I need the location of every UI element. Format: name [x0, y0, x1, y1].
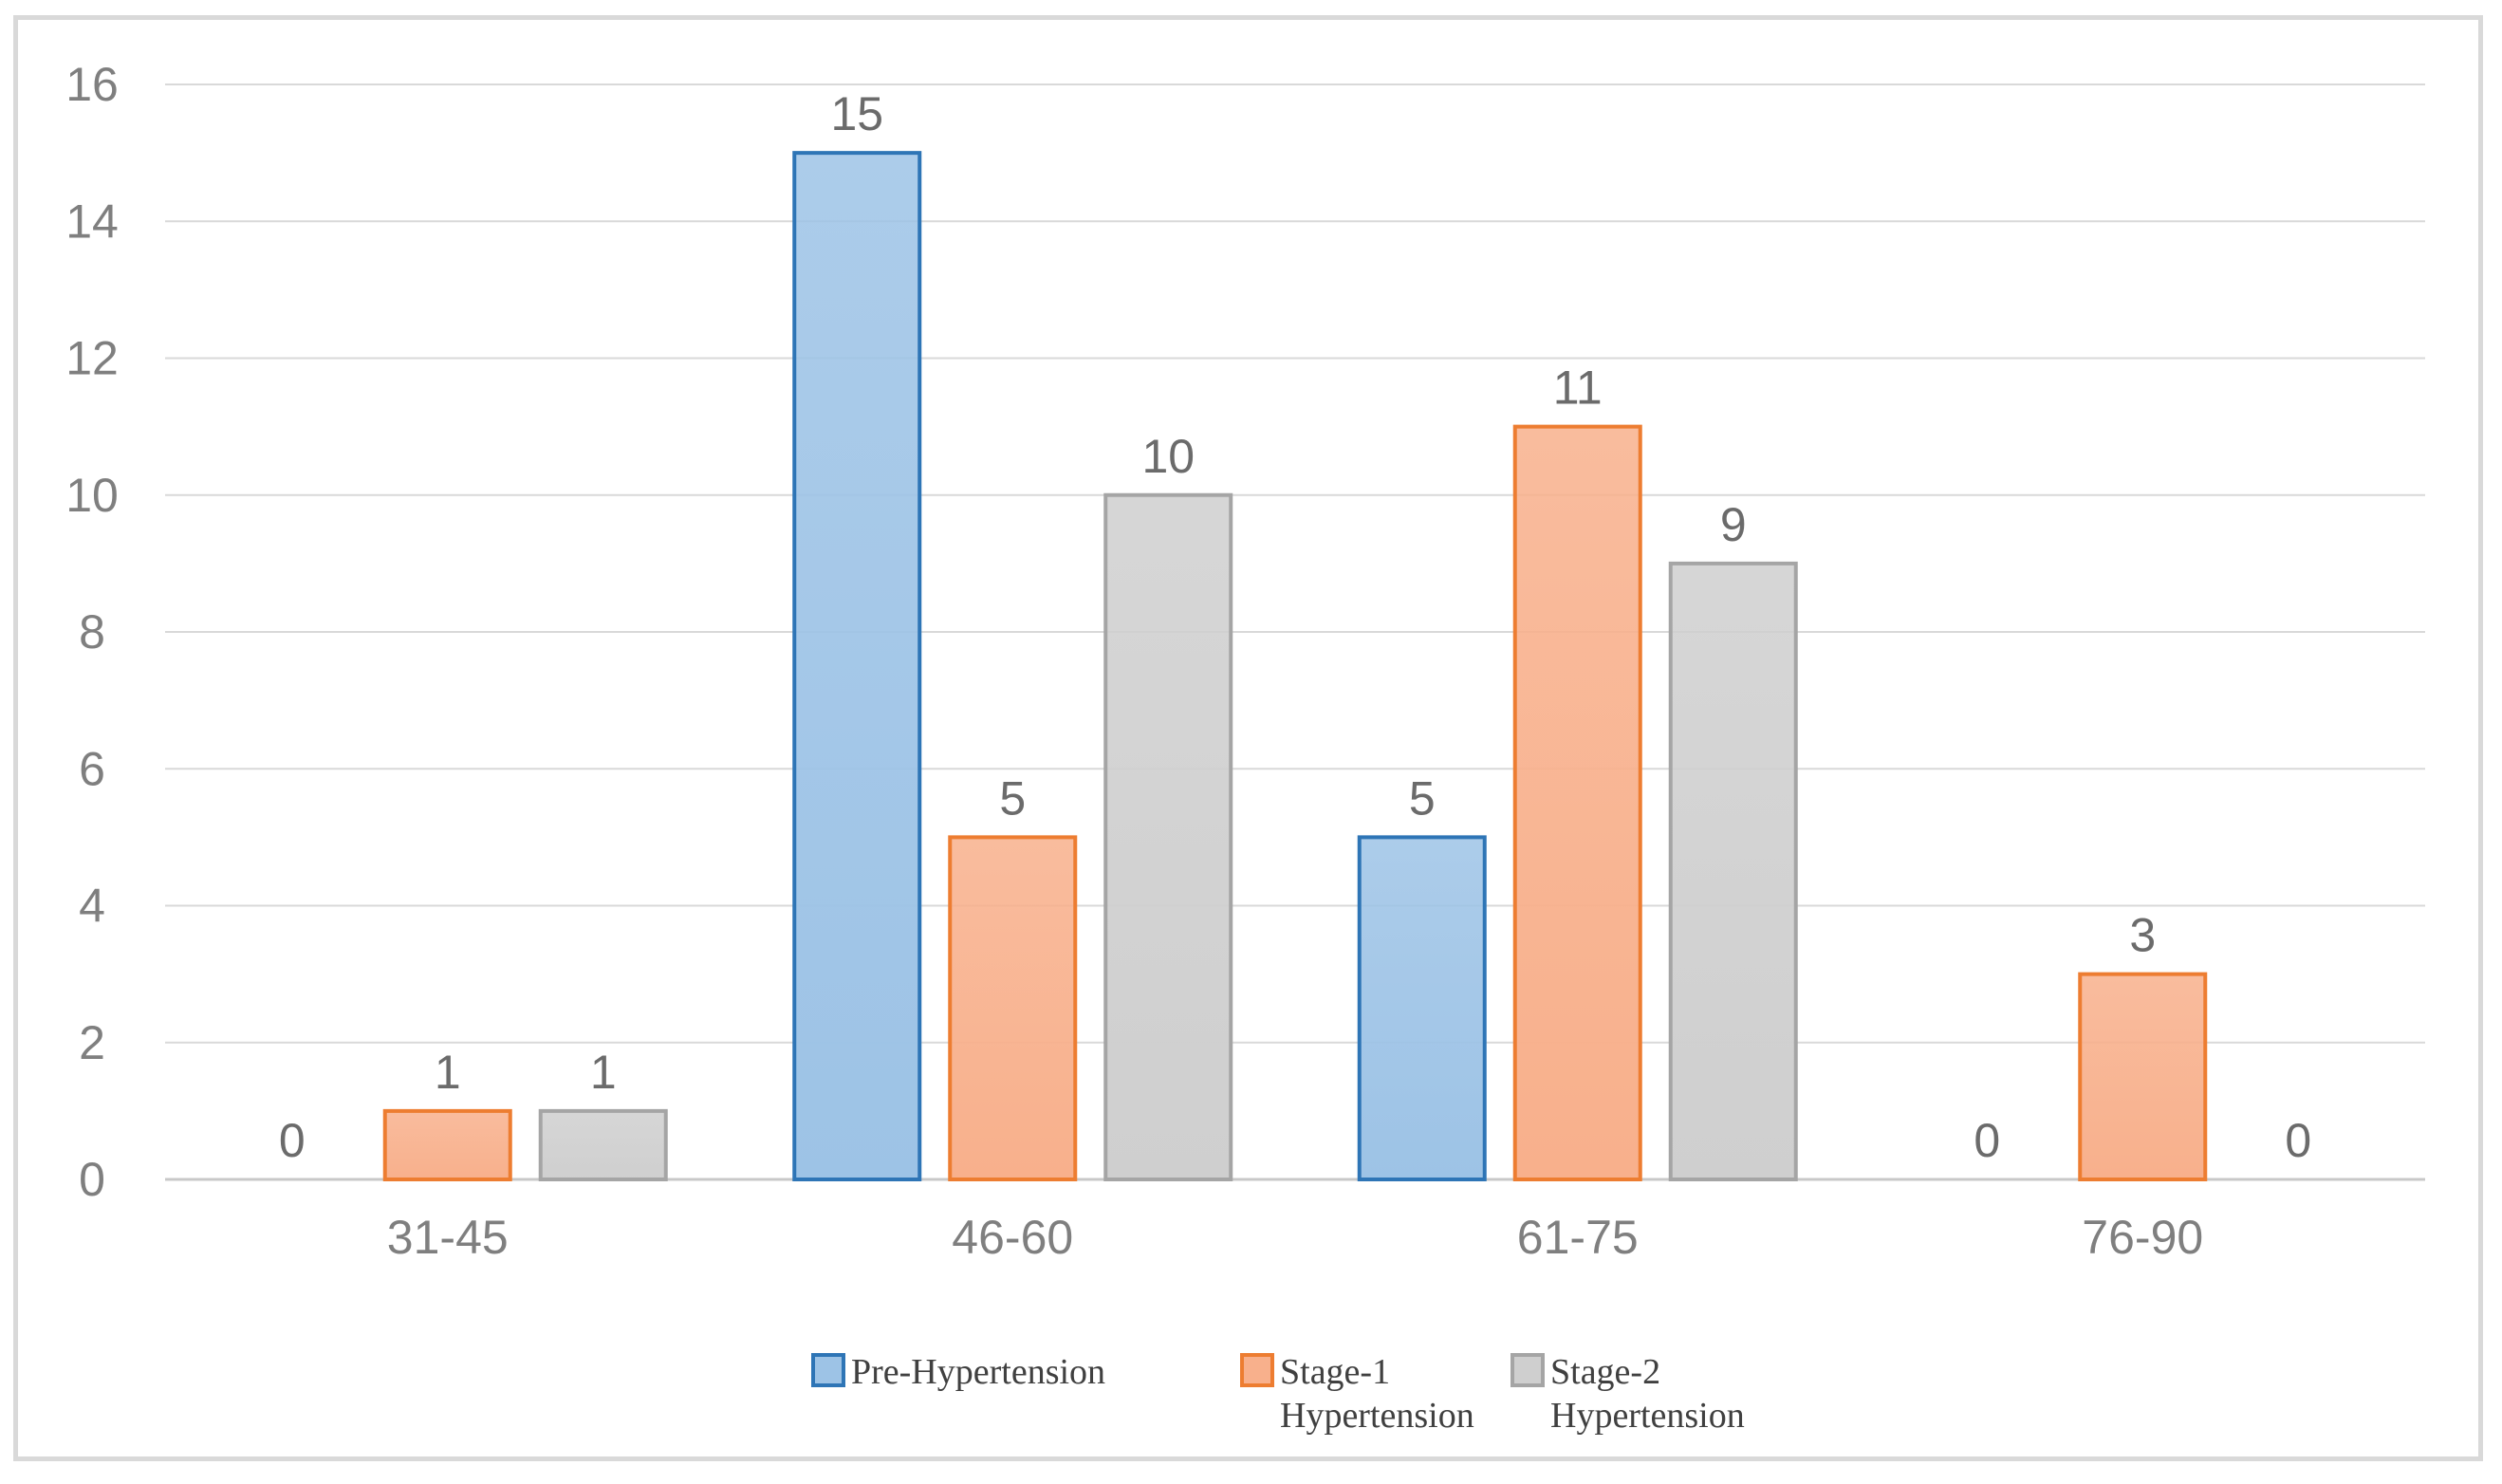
- data-label: 0: [2285, 1114, 2311, 1167]
- data-label: 9: [1720, 498, 1747, 551]
- y-tick-label: 8: [79, 605, 105, 659]
- bars: [382, 151, 2208, 1181]
- y-tick-label: 14: [65, 195, 119, 248]
- x-axis-ticks: 31-45 46-60 61-75 76-90: [387, 1211, 2203, 1264]
- x-tick-label: 61-75: [1517, 1211, 1639, 1264]
- y-tick-label: 6: [79, 742, 105, 795]
- legend: Pre-Hypertension Stage-1HypertensionStage…: [811, 1352, 1745, 1436]
- y-tick-label: 4: [79, 880, 105, 933]
- legend-swatch-2: [1240, 1353, 1274, 1387]
- x-tick-label: 76-90: [2082, 1211, 2203, 1264]
- data-label: 0: [1974, 1114, 2000, 1167]
- y-tick-label: 16: [65, 58, 119, 111]
- legend-label: Hypertension: [1280, 1396, 1474, 1436]
- data-label: 10: [1141, 430, 1195, 483]
- legend-label: Pre-Hypertension: [851, 1352, 1105, 1392]
- data-label: 1: [590, 1046, 617, 1099]
- legend-label: Stage-1: [1280, 1352, 1390, 1392]
- y-tick-label: 2: [79, 1016, 105, 1069]
- y-tick-label: 12: [65, 332, 119, 385]
- legend-swatch-3: [1510, 1353, 1545, 1387]
- bar-pre-hypertension-61-75: [1357, 835, 1487, 1181]
- y-tick-label: 10: [65, 469, 119, 522]
- bar-stage-1-hypertension-46-60: [948, 835, 1078, 1181]
- y-axis-ticks: 0 2 4 6 8 10 12 14 16: [65, 58, 119, 1206]
- data-label: 5: [1409, 771, 1436, 825]
- x-tick-label: 46-60: [952, 1211, 1073, 1264]
- chart-frame: 0 2 4 6 8 10 12 14 16 0 1 1 15 5 10 5 11 9 0 3 0 31-45 46-60…: [13, 15, 2483, 1461]
- gridlines: [165, 83, 2425, 1181]
- data-label: 15: [830, 87, 883, 140]
- bar-stage-1-hypertension-76-90: [2078, 972, 2208, 1181]
- data-label: 5: [999, 771, 1026, 825]
- bar-stage-2-hypertension-46-60: [1103, 492, 1233, 1181]
- data-label: 3: [2129, 909, 2156, 962]
- legend-label: Hypertension: [1550, 1396, 1745, 1436]
- bar-stage-1-hypertension-31-45: [382, 1108, 512, 1181]
- bar-stage-1-hypertension-61-75: [1512, 424, 1642, 1181]
- data-label: 11: [1553, 362, 1603, 415]
- legend-label: Stage-2: [1550, 1352, 1660, 1392]
- data-label: 1: [435, 1046, 461, 1099]
- bar-stage-2-hypertension-61-75: [1668, 561, 1798, 1181]
- bar-pre-hypertension-46-60: [792, 151, 922, 1181]
- data-label: 0: [279, 1114, 306, 1167]
- y-tick-label: 0: [79, 1153, 105, 1206]
- x-tick-label: 31-45: [387, 1211, 509, 1264]
- bar-stage-2-hypertension-31-45: [538, 1108, 668, 1181]
- legend-swatch-1: [811, 1353, 845, 1387]
